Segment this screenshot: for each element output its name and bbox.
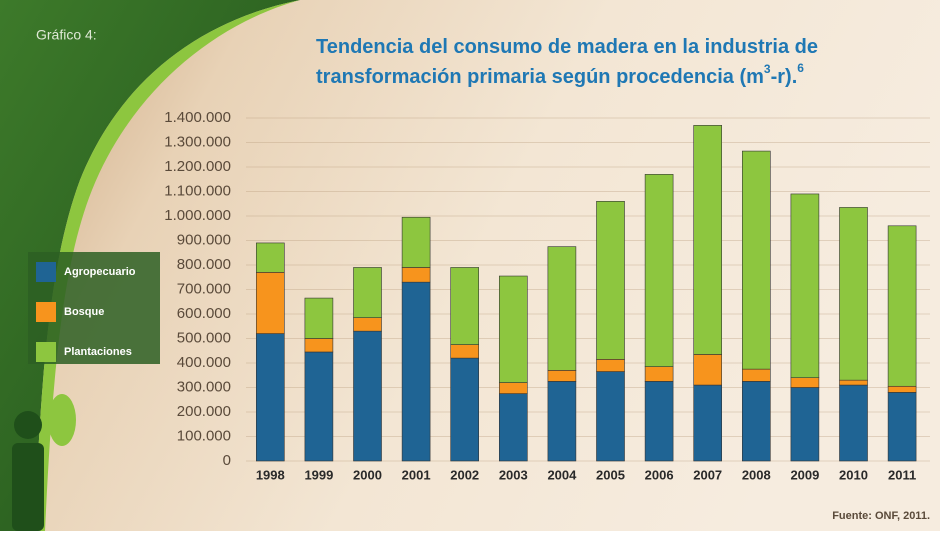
bar-segment <box>547 370 577 382</box>
y-tick-label: 700.000 <box>177 280 231 297</box>
y-tick-label: 1.300.000 <box>164 133 231 150</box>
title-line: transformación primaria según procedenci… <box>316 66 764 88</box>
y-tick-label: 400.000 <box>177 354 231 371</box>
bar-segment <box>693 384 723 462</box>
bar-segment <box>839 379 868 386</box>
x-tick-label: 1999 <box>304 467 333 482</box>
x-tick-label: 2009 <box>790 467 819 482</box>
bar-segment <box>644 381 674 462</box>
bar-segment <box>790 193 820 378</box>
x-tick-label: 2005 <box>596 467 625 482</box>
y-tick-label: 1.400.000 <box>164 109 231 126</box>
title-line: -r). <box>771 66 798 88</box>
legend-label: Bosque <box>64 306 104 318</box>
bar-segment <box>693 125 723 355</box>
bar-segment <box>353 267 382 318</box>
person-icon <box>14 411 42 439</box>
bar-segment <box>450 344 480 359</box>
x-tick-label: 2002 <box>450 467 479 482</box>
bar-segment <box>401 267 431 283</box>
bar-segment <box>741 150 771 370</box>
chart-title: Tendencia del consumo de madera en la in… <box>316 36 818 58</box>
y-tick-label: 800.000 <box>177 256 231 273</box>
x-tick-label: 2010 <box>839 467 868 482</box>
y-tick-label: 200.000 <box>177 403 231 420</box>
bar-segment <box>304 338 334 353</box>
leaf-icon <box>48 394 76 446</box>
y-tick-label: 0 <box>223 452 231 469</box>
title-sup: 6 <box>797 61 804 75</box>
bar-segment <box>498 275 528 383</box>
y-tick-label: 1.100.000 <box>164 182 231 199</box>
bar-segment <box>644 366 674 382</box>
bar-segment <box>353 330 382 462</box>
bar-segment <box>741 368 771 382</box>
title-line: Tendencia del consumo de madera en la in… <box>316 36 818 58</box>
bar-segment <box>644 174 674 367</box>
person-body <box>12 443 44 531</box>
y-tick-label: 500.000 <box>177 329 231 346</box>
bar-segment <box>498 393 528 462</box>
x-tick-label: 1998 <box>256 467 285 482</box>
legend-swatch <box>36 342 56 362</box>
bar-segment <box>790 377 820 388</box>
x-tick-label: 2008 <box>742 467 771 482</box>
figure-label: Gráfico 4: <box>36 27 97 43</box>
bar-segment <box>353 317 382 332</box>
y-tick-label: 300.000 <box>177 378 231 395</box>
bar-segment <box>887 392 917 462</box>
bar-segment <box>839 384 868 462</box>
legend-label: Plantaciones <box>64 346 132 358</box>
y-tick-label: 100.000 <box>177 427 231 444</box>
legend-swatch <box>36 262 56 282</box>
bar-segment <box>255 333 285 462</box>
x-tick-label: 2006 <box>645 467 674 482</box>
bar-segment <box>839 207 868 381</box>
bar-segment <box>596 359 625 372</box>
bar-segment <box>304 297 334 339</box>
bar-segment <box>596 371 625 462</box>
y-tick-label: 600.000 <box>177 305 231 322</box>
bar-segment <box>450 357 480 462</box>
bar-segment <box>498 382 528 394</box>
y-tick-label: 900.000 <box>177 231 231 248</box>
x-tick-label: 2004 <box>547 467 577 482</box>
legend-swatch <box>36 302 56 322</box>
x-tick-label: 2011 <box>888 467 916 482</box>
title-sup: 3 <box>764 62 771 76</box>
bar-segment <box>401 216 431 268</box>
leaf-band <box>0 0 300 531</box>
bar-segment <box>255 242 285 273</box>
bar-segment <box>450 267 480 345</box>
x-tick-label: 2003 <box>499 467 528 482</box>
legend-label: Agropecuario <box>64 266 136 278</box>
bar-segment <box>596 201 625 360</box>
bar-segment <box>887 225 917 387</box>
y-tick-label: 1.000.000 <box>164 207 231 224</box>
bar-segment <box>255 272 285 334</box>
bar-segment <box>790 387 820 462</box>
bar-segment <box>547 246 577 371</box>
bar-segment <box>887 385 917 393</box>
chart-title: transformación primaria según procedenci… <box>316 61 804 88</box>
bar-segment <box>547 381 577 462</box>
y-tick-label: 1.200.000 <box>164 158 231 175</box>
bar-segment <box>304 351 334 462</box>
bar-segment <box>741 381 771 462</box>
bar-segment <box>401 281 431 462</box>
x-tick-label: 2000 <box>353 467 382 482</box>
bar-segment <box>693 354 723 386</box>
source: Fuente: ONF, 2011. <box>832 510 930 522</box>
x-tick-label: 2007 <box>693 467 722 482</box>
x-tick-label: 2001 <box>402 467 431 482</box>
